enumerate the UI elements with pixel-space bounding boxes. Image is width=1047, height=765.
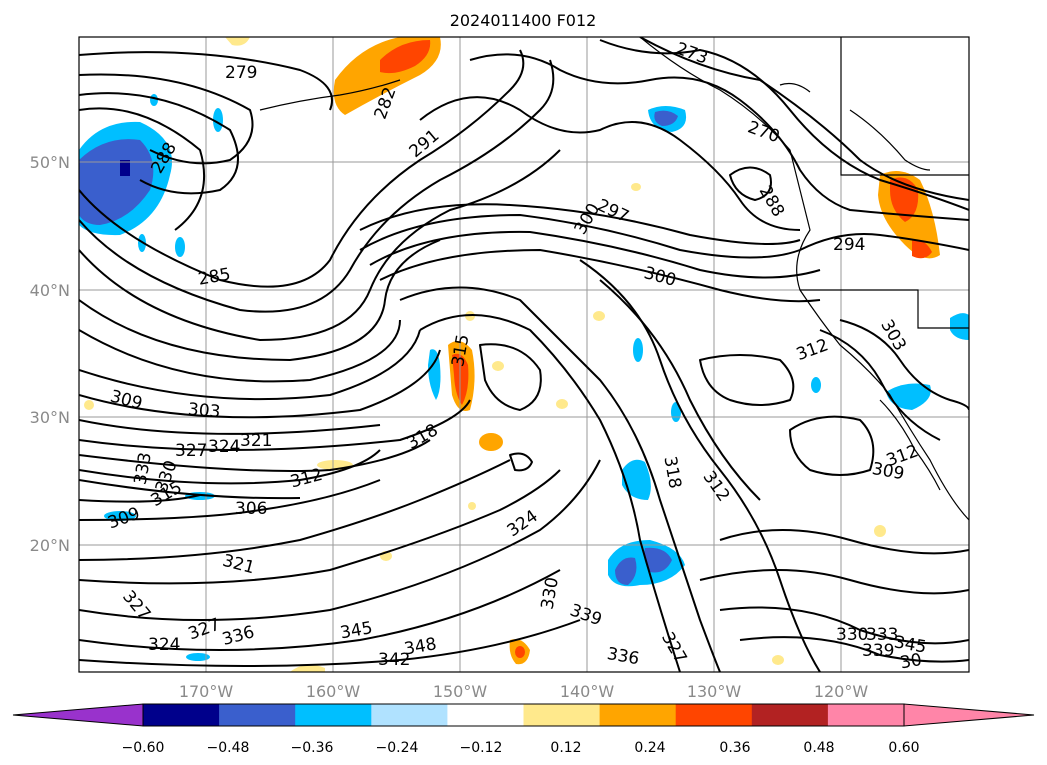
lon-label: 150°W <box>433 682 488 701</box>
colorbar-label: 0.12 <box>550 740 581 756</box>
lon-label: 170°W <box>179 682 234 701</box>
contour-label: 330 <box>836 625 868 645</box>
colorbar-segment <box>675 704 753 726</box>
contour-lines <box>79 37 969 672</box>
lat-label: 50°N <box>30 153 70 172</box>
negative-anomaly-nw-core <box>79 139 154 225</box>
colorbar-label: 0.36 <box>719 740 750 756</box>
lon-label: 160°W <box>306 682 361 701</box>
longitude-labels: 170°W 160°W 150°W 140°W 130°W 120°W <box>179 682 869 701</box>
colorbar-labels: −0.60 −0.48 −0.36 −0.24 −0.12 0.12 0.24 … <box>122 740 920 756</box>
contour-label: 321 <box>240 431 272 451</box>
contour-label: 324 <box>148 635 180 655</box>
contour-label: 324 <box>208 437 240 457</box>
map-panel: 279 282 291 273 270 288 285 297 300 300 … <box>79 37 969 673</box>
colorbar-segment <box>523 704 601 726</box>
colorbar-label: −0.36 <box>291 740 334 756</box>
colorbar-label: 0.24 <box>634 740 665 756</box>
lat-label: 20°N <box>30 536 70 555</box>
lat-label: 30°N <box>30 408 70 427</box>
contour-label: 342 <box>378 650 410 670</box>
lon-label: 120°W <box>814 682 869 701</box>
colorbar-segment <box>447 704 524 726</box>
colorbar-label: −0.12 <box>460 740 503 756</box>
contour-label: 294 <box>833 235 865 255</box>
positive-anomaly-north-core <box>380 40 431 74</box>
map-frame <box>78 36 970 673</box>
contour-label: 327 <box>175 441 207 461</box>
colorbar-extend-max <box>903 703 1035 727</box>
lat-label: 40°N <box>30 281 70 300</box>
colorbar-label: 0.60 <box>888 740 919 756</box>
colorbar-label: −0.60 <box>122 740 165 756</box>
colorbar-segment <box>827 704 905 726</box>
coastlines <box>259 37 969 521</box>
colorbar-segment <box>219 704 296 726</box>
colorbar-frame <box>142 703 905 727</box>
contour-label: 303 <box>187 400 221 423</box>
colorbar-label: −0.48 <box>207 740 250 756</box>
colorbar-label: −0.24 <box>376 740 419 756</box>
lon-label: 130°W <box>687 682 742 701</box>
colorbar-segment <box>751 704 829 726</box>
colorbar-segment <box>371 704 448 726</box>
colorbar <box>12 703 1035 727</box>
latitude-labels: 50°N 40°N 30°N 20°N <box>30 153 70 555</box>
contour-label: 30 <box>899 650 924 673</box>
contour-labels: 279 282 291 273 270 288 285 297 300 300 … <box>105 39 928 673</box>
colorbar-segment <box>295 704 372 726</box>
contour-label: 339 <box>862 641 894 661</box>
colorbar-extend-min <box>12 703 144 727</box>
figure-title: 2024011400 F012 <box>450 11 597 30</box>
colorbar-segment <box>599 704 677 726</box>
colorbar-segment <box>143 704 220 726</box>
lon-label: 140°W <box>560 682 615 701</box>
contour-label: 333 <box>866 625 898 645</box>
contour-label: 306 <box>235 499 267 519</box>
contour-label: 279 <box>225 63 257 83</box>
colorbar-label: 0.48 <box>803 740 834 756</box>
